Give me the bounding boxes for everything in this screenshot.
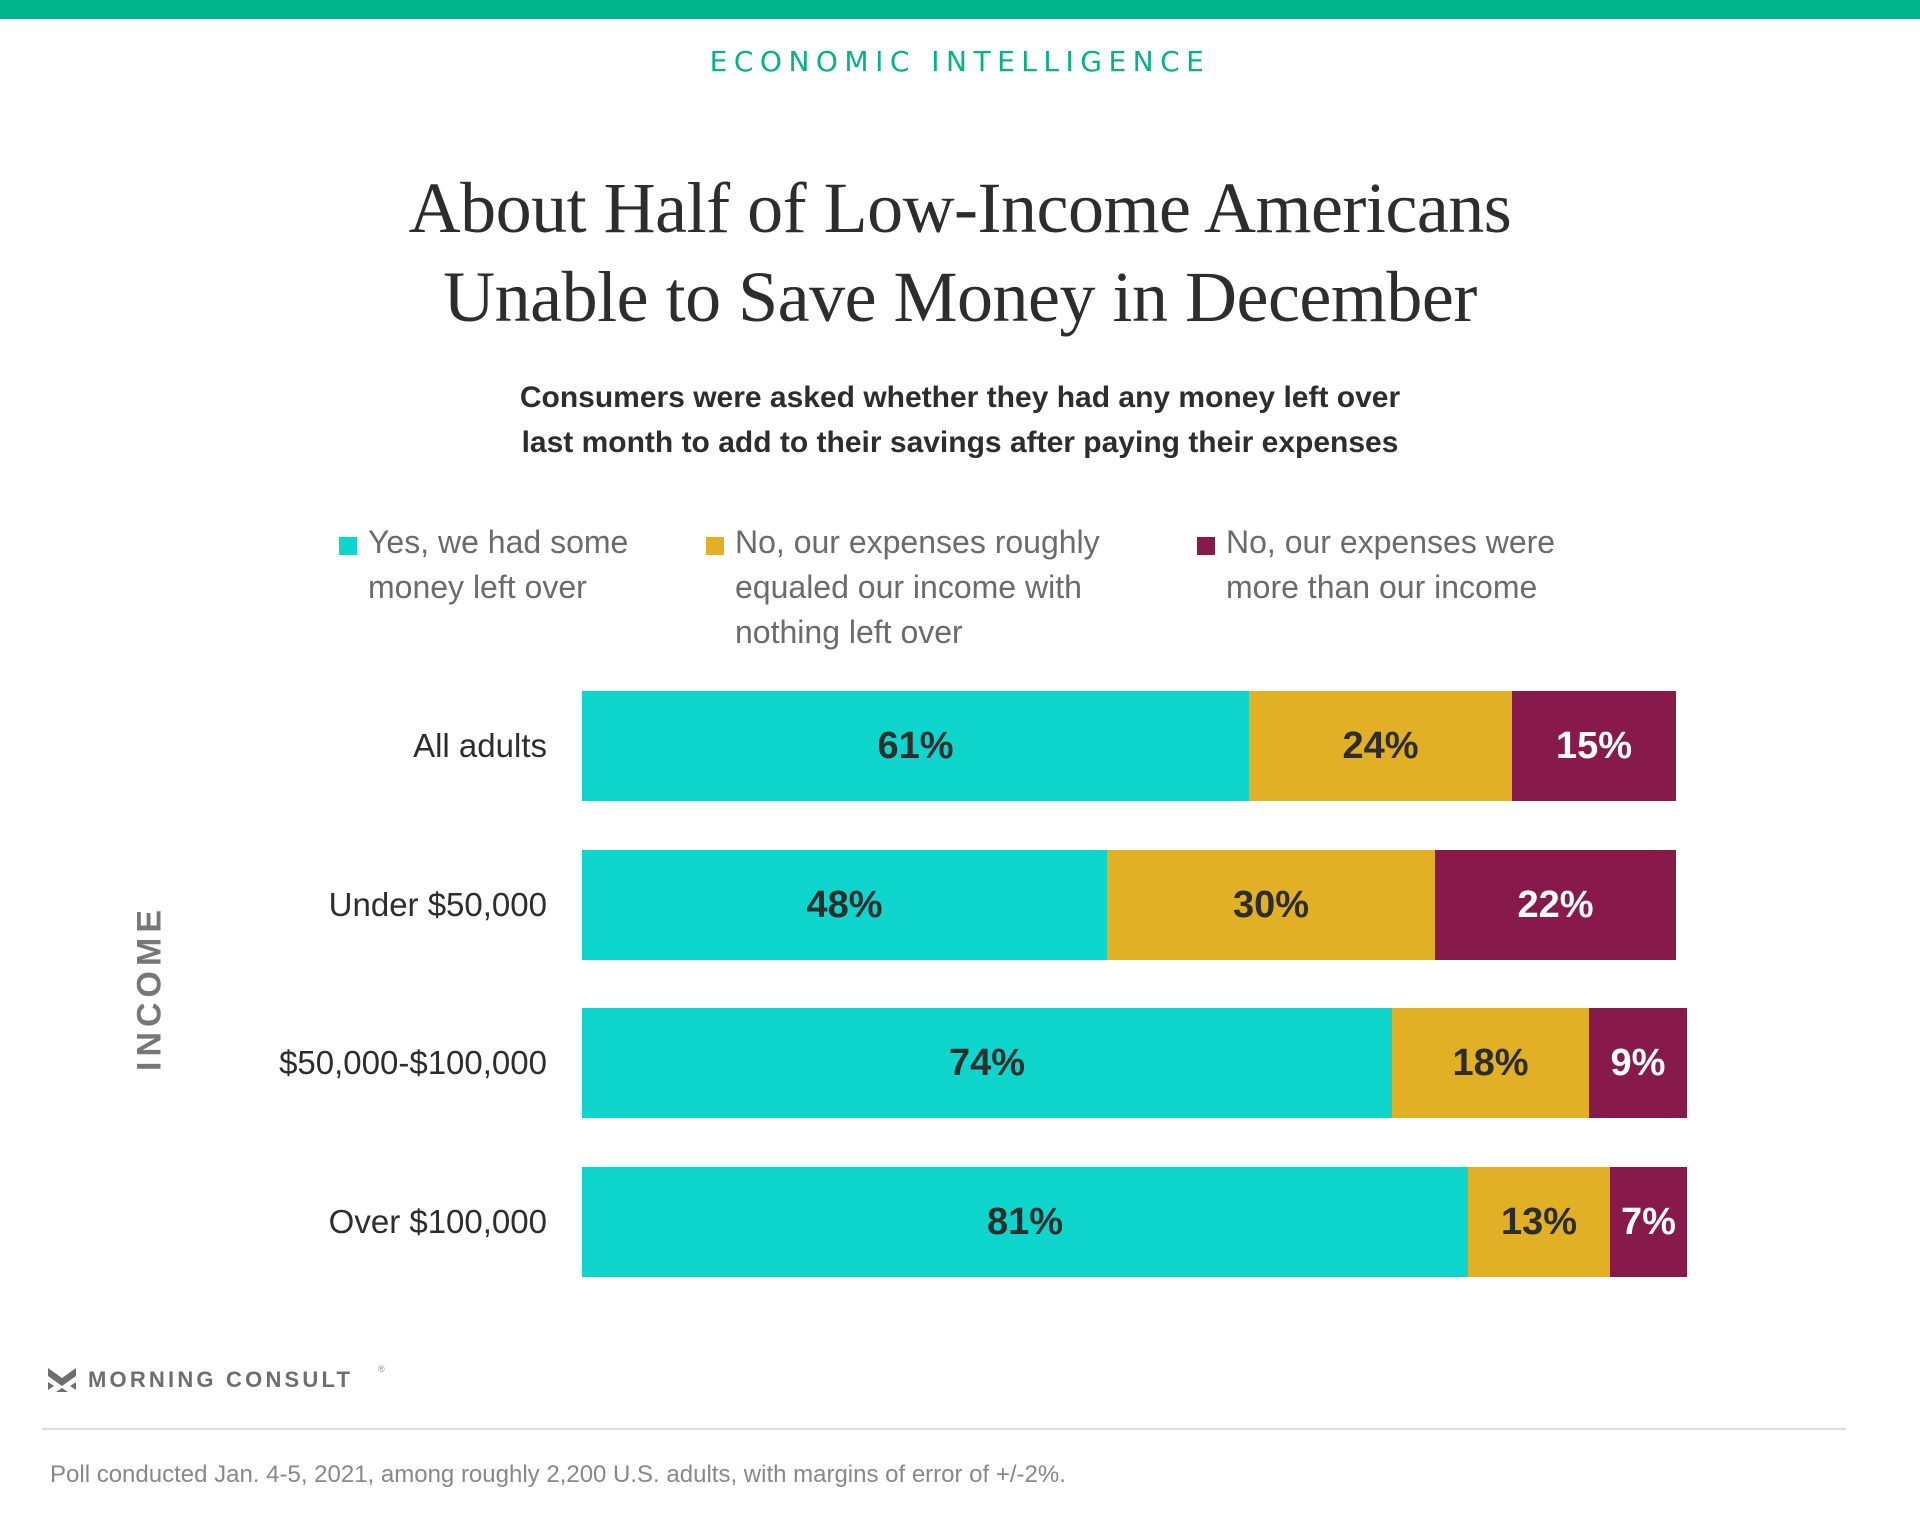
category-label: $50,000-$100,000 (279, 1044, 547, 1081)
chart-subtitle: Consumers were asked whether they had an… (0, 375, 1920, 465)
data-label: 30% (1232, 883, 1310, 926)
bar-segment: 18% (1392, 1008, 1589, 1118)
brand-name: MORNING CONSULT (88, 1367, 354, 1392)
chart-title-line: Unable to Save Money in December (443, 257, 1477, 337)
data-label: 13% (1500, 1200, 1578, 1243)
data-label: 24% (1342, 724, 1419, 767)
data-label: 15% (1555, 724, 1633, 767)
data-label: 48% (806, 883, 883, 926)
legend-swatch-more (1197, 537, 1215, 555)
category-label: Over $100,000 (328, 1203, 547, 1240)
data-label: 9% (1610, 1041, 1666, 1084)
chart-subtitle-line: last month to add to their savings after… (521, 426, 1399, 459)
legend-label-line: more than our income (1226, 569, 1538, 605)
morning-consult-chevron-icon (48, 1368, 76, 1392)
bar-segment: 74% (582, 1008, 1392, 1118)
bar-segment: 24% (1249, 691, 1512, 801)
legend-swatch-equal (706, 537, 724, 555)
data-label: 7% (1621, 1200, 1676, 1243)
bar-segment: 22% (1435, 850, 1676, 960)
legend-label-line: No, our expenses roughly (735, 524, 1100, 560)
data-label: 74% (948, 1041, 1026, 1084)
chart-subtitle-line: Consumers were asked whether they had an… (519, 381, 1401, 414)
legend-label-line: No, our expenses were (1226, 524, 1556, 560)
methodology-note: Poll conducted Jan. 4-5, 2021, among rou… (50, 1461, 1066, 1488)
data-label: 22% (1517, 883, 1594, 926)
category-label: All adults (413, 727, 547, 764)
bar-segment: 30% (1107, 850, 1435, 960)
registered-mark: ® (378, 1364, 385, 1374)
brand-top-bar (0, 0, 1920, 19)
bar-segment: 15% (1512, 691, 1676, 801)
bar-segment: 48% (582, 850, 1107, 960)
bar-segment: 61% (582, 691, 1249, 801)
data-label: 18% (1452, 1041, 1529, 1084)
category-label: Under $50,000 (328, 886, 547, 923)
legend-label: No, our expenses roughly equaled our inc… (735, 520, 1100, 655)
bar-segment: 13% (1468, 1167, 1610, 1277)
legend-label-line: money left over (368, 569, 587, 605)
chart-title: About Half of Low-Income Americans Unabl… (0, 164, 1920, 342)
legend-label-line: Yes, we had some (368, 524, 629, 560)
data-label: 61% (877, 724, 954, 767)
legend-label: Yes, we had some money left over (368, 520, 628, 610)
bar-segment: 7% (1610, 1167, 1687, 1277)
legend-swatch-yes (339, 537, 357, 555)
bar-segment: 9% (1589, 1008, 1687, 1118)
footer-divider (42, 1428, 1846, 1430)
bar-segment: 81% (582, 1167, 1468, 1277)
section-kicker: ECONOMIC INTELLIGENCE (709, 45, 1211, 78)
legend-label-line: equaled our income with (735, 569, 1082, 605)
data-label: 81% (986, 1200, 1064, 1243)
chart-title-line: About Half of Low-Income Americans (408, 168, 1512, 248)
legend-label-line: nothing left over (735, 614, 963, 650)
legend-label: No, our expenses were more than our inco… (1226, 520, 1555, 610)
